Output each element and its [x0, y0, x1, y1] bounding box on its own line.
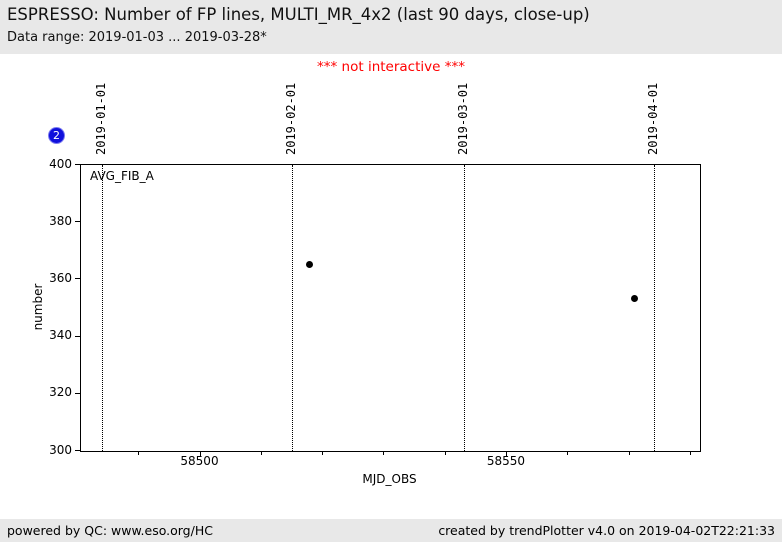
footer-created-by: created by trendPlotter v4.0 on 2019-04-…: [438, 523, 775, 538]
x-tick-minor: [689, 451, 691, 455]
plot-area: [80, 164, 701, 452]
y-tick: [75, 450, 80, 451]
y-axis-label: number: [31, 283, 45, 331]
y-tick: [75, 164, 80, 165]
x-tick-label: 58500: [180, 454, 219, 468]
y-tick: [75, 221, 80, 223]
data-range-subtitle: Data range: 2019-01-03 ... 2019-03-28*: [7, 30, 267, 45]
y-tick: [75, 392, 80, 394]
month-tick-label: 2019-03-01: [456, 82, 471, 155]
month-gridline: [102, 165, 104, 451]
month-gridline: [292, 165, 294, 451]
x-tick-minor: [383, 451, 385, 455]
x-tick-minor: [138, 451, 140, 455]
not-interactive-notice: *** not interactive ***: [317, 59, 465, 75]
month-tick-label: 2019-02-01: [284, 82, 299, 155]
y-tick: [75, 335, 80, 337]
x-tick-minor: [444, 451, 446, 455]
month-tick-label: 2019-01-01: [94, 82, 109, 155]
y-tick-label: 360: [49, 270, 72, 285]
footer-powered-by: powered by QC: www.eso.org/HC: [7, 523, 213, 538]
x-tick-major: [505, 451, 507, 457]
x-tick-minor: [567, 451, 569, 455]
data-point: [306, 260, 314, 268]
x-tick-major: [199, 451, 201, 457]
y-tick-label: 400: [49, 156, 72, 171]
x-tick-minor: [628, 451, 630, 455]
x-tick-label: 58550: [486, 454, 526, 468]
y-tick-label: 380: [49, 213, 72, 228]
month-gridline: [654, 165, 656, 451]
plot-index-badge[interactable]: 2: [48, 127, 65, 144]
x-tick-minor: [322, 451, 324, 455]
month-tick-label: 2019-04-01: [646, 82, 661, 155]
y-tick-label: 340: [49, 328, 72, 343]
y-tick-label: 320: [49, 385, 72, 400]
footer-bar: powered by QC: www.eso.org/HC created by…: [0, 519, 782, 542]
data-point: [631, 294, 639, 302]
page-title: ESPRESSO: Number of FP lines, MULTI_MR_4…: [7, 5, 590, 24]
month-gridline: [464, 165, 466, 451]
header-bar: ESPRESSO: Number of FP lines, MULTI_MR_4…: [0, 0, 782, 54]
x-tick-minor: [260, 451, 262, 455]
series-label: AVG_FIB_A: [90, 169, 154, 183]
y-tick-label: 300: [49, 442, 72, 457]
y-tick: [75, 278, 80, 280]
x-axis-label: MJD_OBS: [362, 472, 417, 486]
